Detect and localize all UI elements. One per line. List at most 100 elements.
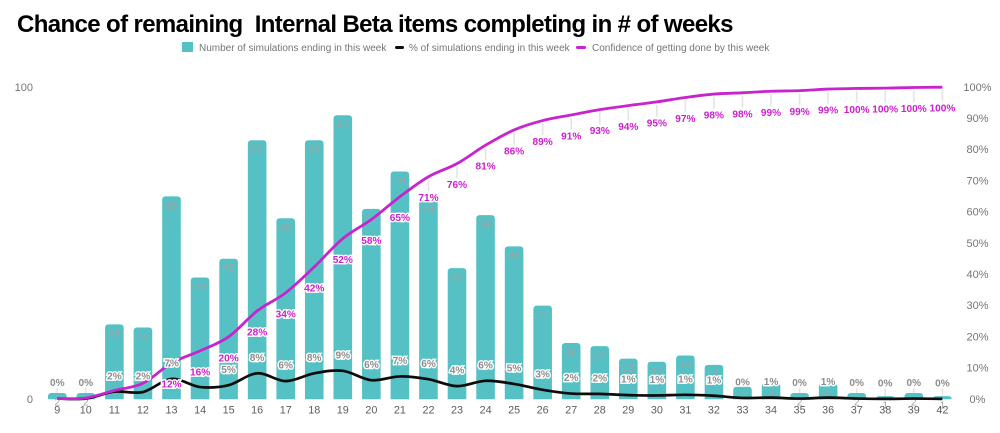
svg-text:1%: 1%	[650, 375, 665, 386]
svg-text:13: 13	[165, 404, 177, 416]
svg-text:91: 91	[337, 120, 349, 131]
svg-text:4%: 4%	[450, 366, 465, 377]
svg-text:2: 2	[911, 397, 917, 408]
svg-text:3%: 3%	[535, 369, 550, 380]
svg-text:1%: 1%	[764, 377, 779, 388]
svg-text:22: 22	[422, 404, 434, 416]
svg-text:38: 38	[879, 404, 891, 416]
svg-text:99%: 99%	[818, 106, 838, 117]
svg-text:100%: 100%	[929, 104, 955, 115]
svg-text:10%: 10%	[966, 363, 988, 375]
svg-text:2: 2	[83, 397, 89, 408]
svg-text:0%: 0%	[792, 378, 807, 389]
svg-text:89%: 89%	[532, 137, 552, 148]
svg-text:2: 2	[797, 397, 803, 408]
svg-text:11: 11	[109, 404, 120, 416]
svg-text:5%: 5%	[507, 364, 522, 375]
svg-text:30: 30	[651, 404, 663, 416]
svg-text:35: 35	[794, 404, 806, 416]
svg-text:97%: 97%	[675, 114, 695, 125]
svg-text:0%: 0%	[50, 378, 65, 389]
svg-text:100: 100	[15, 82, 33, 94]
svg-text:1%: 1%	[821, 377, 836, 388]
svg-text:81%: 81%	[475, 162, 495, 173]
svg-text:2: 2	[854, 397, 860, 408]
svg-text:65%: 65%	[390, 213, 410, 224]
svg-text:6%: 6%	[364, 360, 379, 371]
svg-text:50%: 50%	[966, 238, 988, 250]
svg-text:90%: 90%	[966, 113, 988, 125]
svg-text:30: 30	[537, 310, 549, 321]
svg-text:14: 14	[680, 360, 692, 371]
svg-text:34%: 34%	[276, 309, 296, 320]
svg-text:16: 16	[251, 404, 263, 416]
svg-text:98%: 98%	[732, 109, 752, 120]
svg-text:1%: 1%	[678, 374, 693, 385]
svg-text:71%: 71%	[418, 193, 438, 204]
svg-text:10: 10	[80, 404, 92, 416]
svg-text:0%: 0%	[878, 379, 893, 390]
svg-text:21: 21	[394, 404, 406, 416]
svg-text:6%: 6%	[421, 359, 436, 370]
svg-text:0%: 0%	[849, 378, 864, 389]
svg-text:18: 18	[308, 404, 320, 416]
svg-text:36: 36	[822, 404, 834, 416]
svg-text:30%: 30%	[966, 300, 988, 312]
svg-text:60%: 60%	[966, 207, 988, 219]
svg-text:28%: 28%	[247, 327, 267, 338]
svg-text:91%: 91%	[561, 132, 581, 143]
svg-text:6%: 6%	[478, 360, 493, 371]
svg-text:49: 49	[508, 251, 520, 262]
svg-text:94%: 94%	[618, 122, 638, 133]
svg-text:65: 65	[166, 201, 178, 212]
svg-text:45: 45	[223, 263, 235, 274]
svg-text:2%: 2%	[136, 372, 151, 383]
svg-text:100%: 100%	[901, 104, 927, 115]
svg-text:99%: 99%	[789, 107, 809, 118]
svg-text:34: 34	[765, 404, 777, 416]
svg-text:52%: 52%	[333, 255, 353, 266]
svg-text:37: 37	[851, 404, 863, 416]
svg-text:11: 11	[709, 369, 720, 380]
svg-text:59: 59	[480, 220, 492, 231]
svg-text:25: 25	[508, 404, 520, 416]
svg-text:58: 58	[280, 223, 292, 234]
svg-text:20: 20	[365, 404, 377, 416]
svg-text:0%: 0%	[970, 394, 986, 406]
svg-text:5: 5	[825, 388, 831, 399]
svg-text:26: 26	[537, 404, 549, 416]
svg-text:40%: 40%	[966, 269, 988, 281]
svg-text:39: 39	[194, 282, 206, 293]
svg-text:1: 1	[940, 401, 946, 412]
svg-text:8%: 8%	[307, 353, 322, 364]
svg-text:0: 0	[27, 394, 33, 406]
svg-text:1: 1	[882, 401, 888, 412]
svg-text:20%: 20%	[218, 353, 238, 364]
svg-text:1%: 1%	[707, 375, 722, 386]
svg-text:13: 13	[623, 363, 635, 374]
svg-text:0%: 0%	[79, 378, 94, 389]
svg-text:28: 28	[594, 404, 606, 416]
svg-text:0%: 0%	[735, 378, 750, 389]
svg-text:31: 31	[679, 404, 691, 416]
svg-text:9: 9	[54, 404, 60, 416]
svg-text:100%: 100%	[872, 105, 898, 116]
svg-text:15: 15	[223, 404, 235, 416]
svg-text:33: 33	[736, 404, 748, 416]
svg-text:80%: 80%	[966, 144, 988, 156]
svg-text:24: 24	[480, 404, 492, 416]
svg-text:9%: 9%	[336, 350, 351, 361]
svg-text:42: 42	[451, 273, 463, 284]
svg-text:98%: 98%	[704, 111, 724, 122]
svg-text:5%: 5%	[221, 365, 236, 376]
svg-text:100%: 100%	[963, 82, 991, 94]
svg-text:2%: 2%	[593, 374, 608, 385]
svg-text:39: 39	[908, 404, 920, 416]
svg-text:83: 83	[309, 145, 321, 156]
svg-text:42%: 42%	[304, 283, 324, 294]
svg-text:6%: 6%	[278, 361, 293, 372]
svg-text:42: 42	[936, 404, 948, 416]
svg-text:7%: 7%	[393, 356, 408, 367]
svg-text:2%: 2%	[107, 371, 122, 382]
svg-text:83: 83	[251, 145, 263, 156]
